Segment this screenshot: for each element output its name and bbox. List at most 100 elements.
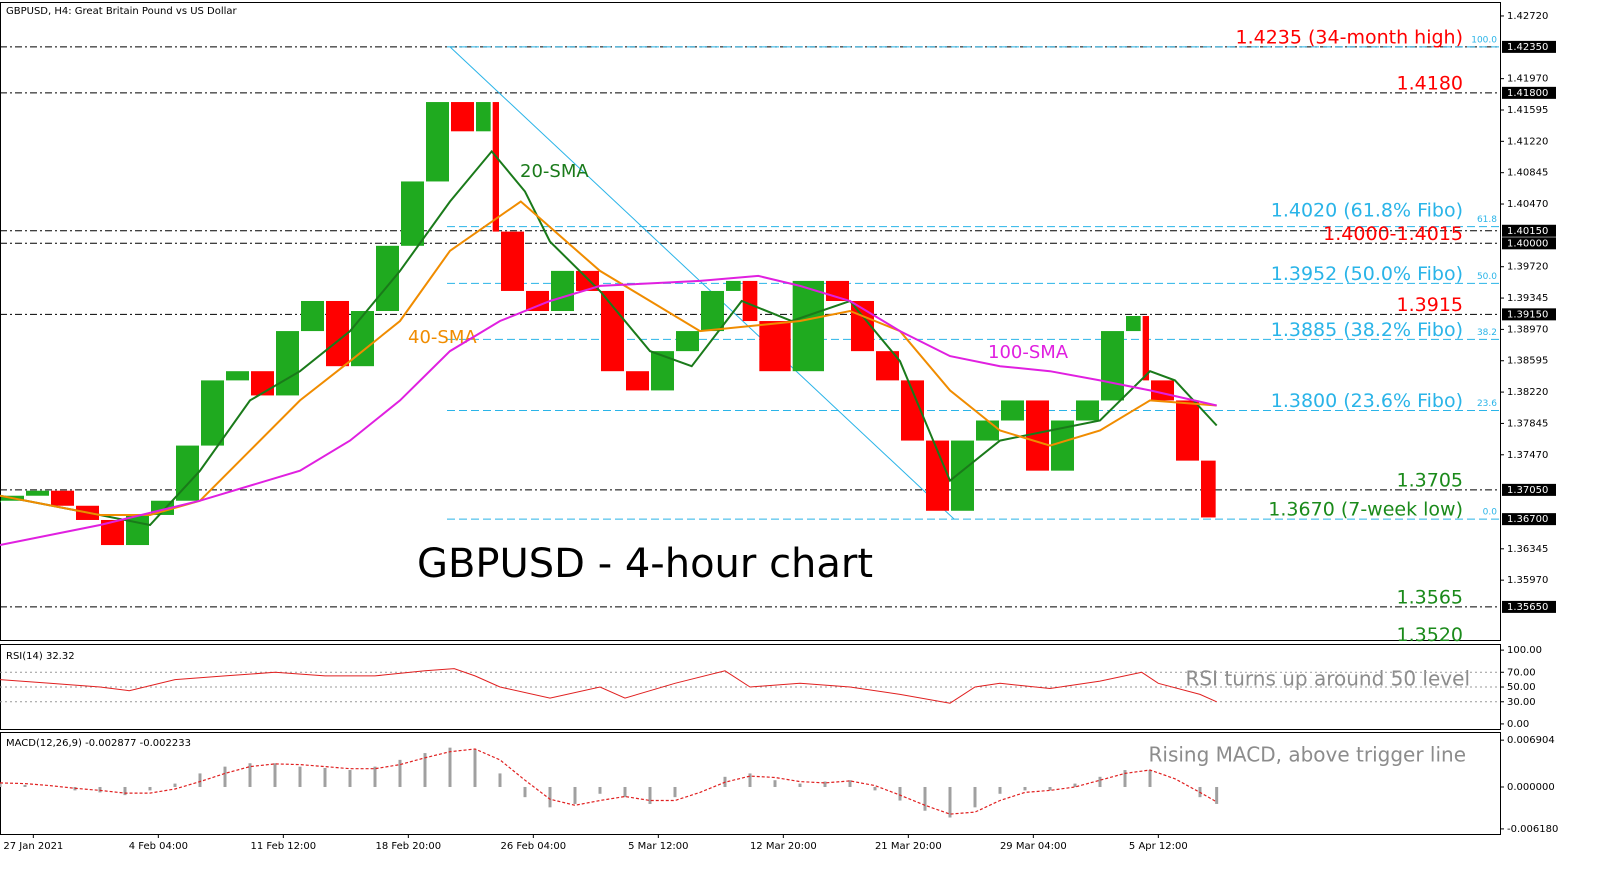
x-tick-label: 27 Jan 2021 [3, 841, 63, 852]
x-tick-label: 5 Apr 12:00 [1129, 841, 1188, 852]
macd-bar [473, 749, 477, 787]
macd-bar [373, 766, 377, 787]
macd-bar [998, 786, 1002, 794]
price-bar [926, 440, 949, 511]
y-tick-label: 0.006904 [1507, 735, 1555, 746]
y-tick-label: 1.40470 [1507, 199, 1548, 210]
macd-bar [1148, 770, 1152, 787]
x-tick-label: 4 Feb 04:00 [129, 841, 188, 852]
price-bar [651, 351, 674, 391]
macd-bar [548, 786, 552, 808]
level-annotation: 1.4020 (61.8% Fibo) [1271, 199, 1463, 221]
chart-title: GBPUSD, H4: Great Britain Pound vs US Do… [6, 6, 238, 17]
price-bar [1201, 460, 1216, 518]
macd-bar [573, 786, 577, 804]
macd-bar [0, 783, 2, 787]
macd-bar [898, 786, 902, 801]
price-bar [1051, 420, 1074, 471]
y-tick-label: 1.42720 [1507, 11, 1548, 22]
price-label: 1.40000 [1507, 238, 1548, 249]
price-bar [251, 371, 274, 396]
macd-bar [448, 747, 452, 787]
macd-bar [498, 773, 502, 787]
price-label-box [1502, 40, 1556, 53]
price-label: 1.37050 [1507, 485, 1548, 496]
y-tick-label: 50.00 [1507, 682, 1536, 693]
y-tick-label: -0.006180 [1507, 824, 1558, 835]
y-tick-label: 0.00 [1507, 719, 1529, 730]
y-tick-label: 1.36345 [1507, 544, 1548, 555]
macd-bar [298, 766, 302, 787]
price-bar [476, 102, 491, 132]
fibo-ratio: 0.0 [1483, 508, 1498, 518]
price-bar [676, 331, 699, 352]
y-tick-label: 1.39720 [1507, 262, 1548, 273]
price-bar [951, 440, 974, 511]
macd-bar [873, 786, 877, 791]
x-tick-label: 18 Feb 20:00 [376, 841, 442, 852]
macd-bar [1073, 783, 1077, 787]
price-label: 1.35650 [1507, 602, 1548, 613]
macd-bar [798, 783, 802, 787]
price-bar [101, 519, 124, 546]
x-tick-label: 26 Feb 04:00 [501, 841, 567, 852]
price-label-box [1502, 513, 1556, 526]
macd-bar [973, 786, 977, 808]
price-label-box [1502, 86, 1556, 99]
price-bar [301, 300, 324, 332]
macd-bar [123, 786, 127, 796]
x-tick-label: 21 Mar 20:00 [875, 841, 942, 852]
level-annotation: 1.3885 (38.2% Fibo) [1271, 319, 1463, 341]
price-bar [51, 490, 74, 506]
price-label: 1.41800 [1507, 88, 1548, 99]
price-bar [376, 245, 399, 312]
y-tick-label: 1.41595 [1507, 105, 1548, 116]
y-tick-label: 100.00 [1507, 645, 1542, 656]
price-bar [0, 500, 1, 503]
macd-title: MACD(12,26,9) -0.002877 -0.002233 [6, 738, 191, 749]
price-bar [742, 280, 758, 322]
price-bar [201, 380, 224, 446]
macd-bar [148, 786, 152, 791]
price-bar [576, 270, 599, 291]
price-bar [551, 270, 574, 312]
fibo-ratio: 38.2 [1477, 328, 1497, 338]
rsi-title: RSI(14) 32.32 [6, 651, 75, 662]
y-tick-label: 70.00 [1507, 667, 1536, 678]
level-annotation: 1.3800 (23.6% Fibo) [1271, 390, 1463, 412]
price-bar [1001, 400, 1024, 421]
price-bar [401, 181, 424, 246]
macd-bar [523, 786, 527, 798]
x-tick-label: 5 Mar 12:00 [628, 841, 688, 852]
rsi-line [0, 668, 1217, 704]
macd-bar [748, 773, 752, 787]
price-label: 1.36700 [1507, 514, 1548, 525]
macd-bar [198, 773, 202, 787]
sma-line [0, 149, 1218, 527]
price-bar [1142, 316, 1149, 381]
price-label: 1.42350 [1507, 42, 1548, 53]
macd-bar [323, 767, 327, 787]
macd-bar [1215, 786, 1219, 804]
price-bar [351, 311, 374, 367]
sma-line [0, 200, 1217, 516]
x-tick-label: 11 Feb 12:00 [251, 841, 317, 852]
price-bar [976, 420, 999, 441]
macd-bar [173, 783, 177, 787]
price-bar [226, 371, 249, 381]
price-bar [626, 371, 649, 391]
price-bar [759, 321, 791, 372]
level-annotation: 1.3952 (50.0% Fibo) [1271, 263, 1463, 285]
y-tick-label: 1.39345 [1507, 293, 1548, 304]
price-bar [1026, 400, 1049, 471]
price-label-box [1502, 308, 1556, 321]
price-bar [601, 290, 624, 372]
macd-bar [1023, 786, 1027, 791]
level-annotation: 1.4000-1.4015 [1323, 223, 1463, 245]
x-tick-label: 12 Mar 20:00 [750, 841, 817, 852]
level-annotation: 1.3705 [1397, 469, 1463, 491]
price-bar [1101, 331, 1124, 401]
x-tick-label: 29 Mar 04:00 [1000, 841, 1067, 852]
sma-line [0, 274, 1217, 546]
